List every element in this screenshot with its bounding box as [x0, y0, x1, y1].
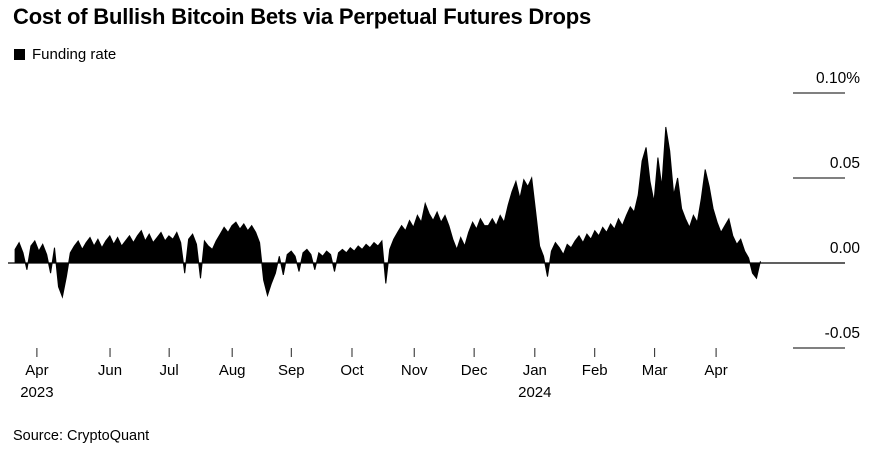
- x-axis-label-oct: Oct: [340, 362, 364, 379]
- y-axis-label--0.05: -0.05: [824, 325, 860, 342]
- x-axis-label-dec: Dec: [460, 362, 488, 379]
- x-axis-label-feb: Feb: [581, 362, 608, 379]
- x-axis-label-apr: Apr: [25, 362, 49, 379]
- source-credit: Source: CryptoQuant: [13, 428, 150, 444]
- x-axis: Apr Jun Jul Aug Sep Oct Nov Dec Jan Feb Mar Apr 2023…: [0, 362, 873, 412]
- x-axis-label-sep: Sep: [277, 362, 305, 379]
- x-axis-label-mar: Mar: [641, 362, 668, 379]
- x-axis-label-jan: Jan: [522, 362, 547, 379]
- y-axis-label-0.05: 0.05: [829, 155, 860, 172]
- x-axis-label-aug: Aug: [218, 362, 246, 379]
- page-title: Cost of Bullish Bitcoin Bets via Perpetu…: [13, 4, 591, 29]
- legend-label: Funding rate: [32, 46, 117, 63]
- funding-rate-area-chart: [8, 92, 845, 357]
- y-axis-label-0: 0.00: [829, 240, 860, 257]
- x-axis-label-jul: Jul: [159, 362, 179, 379]
- funding-rate-series: [14, 126, 761, 299]
- legend: Funding rate: [14, 46, 116, 63]
- x-axis-label-jun: Jun: [97, 362, 123, 379]
- x-axis-label-apr: Apr: [704, 362, 728, 379]
- x-axis-year-2023: 2023: [20, 384, 54, 401]
- legend-swatch-icon: [14, 49, 25, 60]
- y-axis-label-0.1: 0.10%: [816, 70, 860, 87]
- x-axis-label-nov: Nov: [400, 362, 428, 379]
- x-axis-year-2024: 2024: [518, 384, 552, 401]
